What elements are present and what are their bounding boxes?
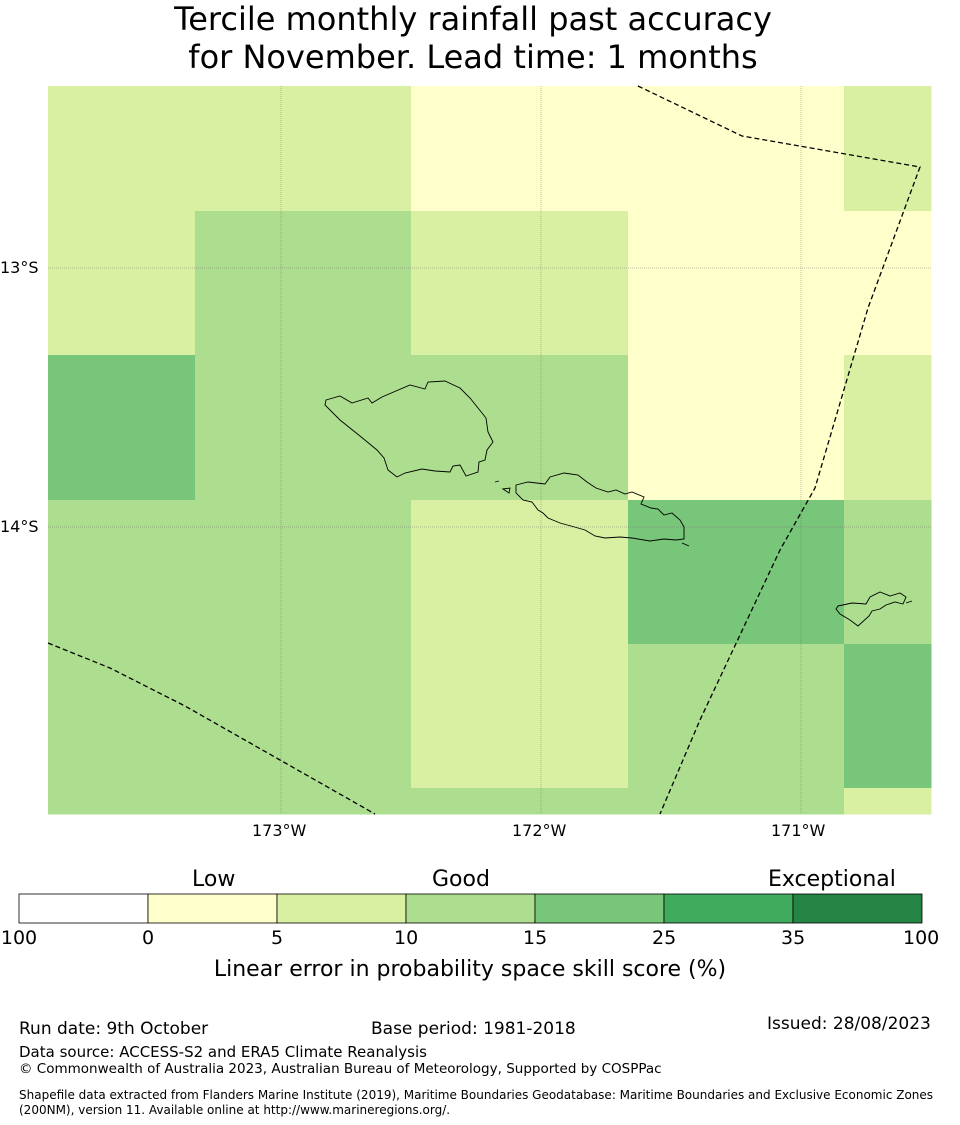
colorbar-tick: 100 — [903, 927, 940, 949]
grid-cell — [48, 788, 196, 815]
grid-cell — [195, 86, 304, 212]
colorbar-tick: 25 — [652, 927, 677, 949]
grid-cell — [844, 644, 932, 789]
colorbar — [18, 893, 923, 924]
colorbar-segment — [663, 893, 794, 924]
grid-cell — [520, 86, 629, 212]
grid-cell — [195, 644, 304, 789]
savaii-island-outline — [324, 380, 494, 478]
colorbar-segment — [534, 893, 665, 924]
colorbar-tick: -100 — [0, 927, 38, 949]
grid-cell — [844, 788, 932, 815]
grid-cell — [195, 211, 304, 356]
grid-cell — [303, 788, 412, 815]
grid-cell — [628, 500, 737, 645]
grid-cell — [628, 788, 737, 815]
map-title-line1: Tercile monthly rainfall past accuracy — [174, 0, 772, 38]
grid-cell — [411, 788, 521, 815]
colorbar-tick: 0 — [142, 927, 155, 949]
grid-cell — [520, 788, 629, 815]
base-period: Base period: 1981-2018 — [371, 1019, 576, 1039]
colorbar-tick: 15 — [523, 927, 548, 949]
eez-boundary-southwest — [47, 642, 376, 815]
grid-cell — [736, 211, 845, 356]
manono-islet-outline — [494, 480, 500, 483]
colorbar-segment — [405, 893, 536, 924]
grid-cell — [303, 500, 412, 645]
grid-cell — [303, 644, 412, 789]
upolu-island-outline — [515, 472, 685, 542]
colorbar-tick: 35 — [781, 927, 806, 949]
grid-cell — [736, 500, 845, 645]
shapefile-credit-line1: Shapefile data extracted from Flanders M… — [19, 1088, 934, 1102]
coastlines — [324, 380, 913, 627]
graticule — [48, 86, 931, 814]
grid-cell — [48, 86, 196, 212]
lon-label-171w: 171°W — [771, 821, 826, 840]
category-label-low: Low — [192, 867, 236, 892]
grid-cell — [303, 211, 412, 356]
colorbar-segment — [18, 893, 149, 924]
grid-cell — [411, 86, 521, 212]
grid-cell — [628, 644, 737, 789]
map-title-line2: for November. Lead time: 1 months — [188, 38, 758, 76]
lon-label-172w: 172°W — [512, 821, 567, 840]
grid-cell — [520, 644, 629, 789]
colorbar-title: Linear error in probability space skill … — [213, 957, 727, 982]
eez-boundary-north — [637, 85, 921, 815]
tutuila-island-outline — [835, 591, 907, 627]
grid-cell — [844, 355, 932, 501]
grid-cell — [520, 211, 629, 356]
grid-cell — [628, 86, 737, 212]
grid-cell — [520, 500, 629, 645]
grid-cell — [411, 355, 521, 501]
run-date: Run date: 9th October — [19, 1019, 209, 1039]
category-label-good: Good — [432, 867, 490, 892]
grid-cell — [628, 355, 737, 501]
apolima-islet-outline — [501, 487, 511, 494]
grid-cell — [736, 355, 845, 501]
copyright: © Commonwealth of Australia 2023, Austra… — [19, 1061, 662, 1077]
grid-cell — [195, 355, 304, 501]
grid-cell — [195, 788, 304, 815]
grid-cell — [628, 211, 737, 356]
shapefile-credit-line2: (200NM), version 11. Available online at… — [19, 1103, 451, 1117]
colorbar-segment — [147, 893, 278, 924]
grid-cell — [411, 500, 521, 645]
lat-label-13s: 13°S — [0, 258, 39, 277]
colorbar-segment — [792, 893, 923, 924]
grid-cell — [844, 211, 932, 356]
lon-label-173w: 173°W — [252, 821, 307, 840]
skill-grid — [48, 86, 932, 815]
grid-cell — [736, 644, 845, 789]
issued-date: Issued: 28/08/2023 — [767, 1014, 931, 1034]
grid-cell — [411, 211, 521, 356]
grid-cell — [48, 644, 196, 789]
grid-cell — [844, 500, 932, 645]
grid-cell — [303, 355, 412, 501]
grid-cell — [48, 500, 196, 645]
colorbar-tick: 10 — [394, 927, 419, 949]
grid-cell — [844, 86, 932, 212]
grid-cell — [48, 355, 196, 501]
colorbar-tick: 5 — [271, 927, 284, 949]
grid-cell — [736, 86, 845, 212]
map-title: Tercile monthly rainfall past accuracy f… — [0, 0, 946, 76]
grid-cell — [736, 788, 845, 815]
lat-label-14s: 14°S — [0, 517, 39, 536]
upolu-tail-outline — [681, 542, 690, 547]
grid-cell — [520, 355, 629, 501]
grid-cell — [303, 86, 412, 212]
colorbar-segment — [276, 893, 407, 924]
category-label-exceptional: Exceptional — [768, 867, 896, 892]
grid-cell — [195, 500, 304, 645]
aunuu-islet-outline — [905, 600, 913, 604]
data-source: Data source: ACCESS-S2 and ERA5 Climate … — [19, 1043, 427, 1061]
maritime-boundaries — [47, 85, 921, 815]
grid-cell — [48, 211, 196, 356]
grid-cell — [411, 644, 521, 789]
